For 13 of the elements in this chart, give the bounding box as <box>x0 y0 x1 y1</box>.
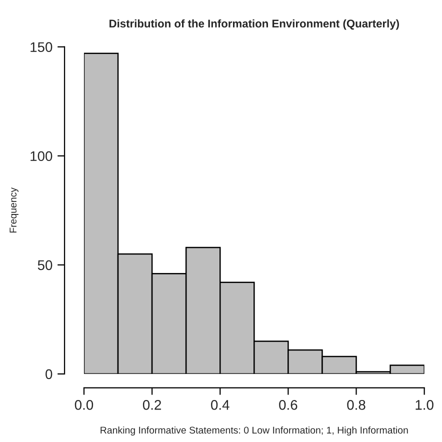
chart-title: Distribution of the Information Environment (Quarterly) <box>110 19 399 30</box>
y-tick-label: 100 <box>30 151 52 162</box>
y-tick-label: 0 <box>46 369 52 380</box>
y-tick-label: 50 <box>38 260 52 270</box>
x-tick-label: 1.0 <box>416 400 434 410</box>
y-axis-title: Frequency <box>10 187 18 233</box>
x-tick-label: 0.2 <box>142 400 162 410</box>
x-tick-label: 0.6 <box>279 400 298 410</box>
x-tick-label: 0.8 <box>347 400 366 410</box>
x-tick-label: 0.4 <box>211 400 230 410</box>
x-axis-title: Ranking Informative Statements: 0 Low Information; 1, High Information <box>100 426 408 436</box>
x-tick-label: 0.0 <box>74 400 94 410</box>
y-tick-label: 150 <box>30 42 52 52</box>
